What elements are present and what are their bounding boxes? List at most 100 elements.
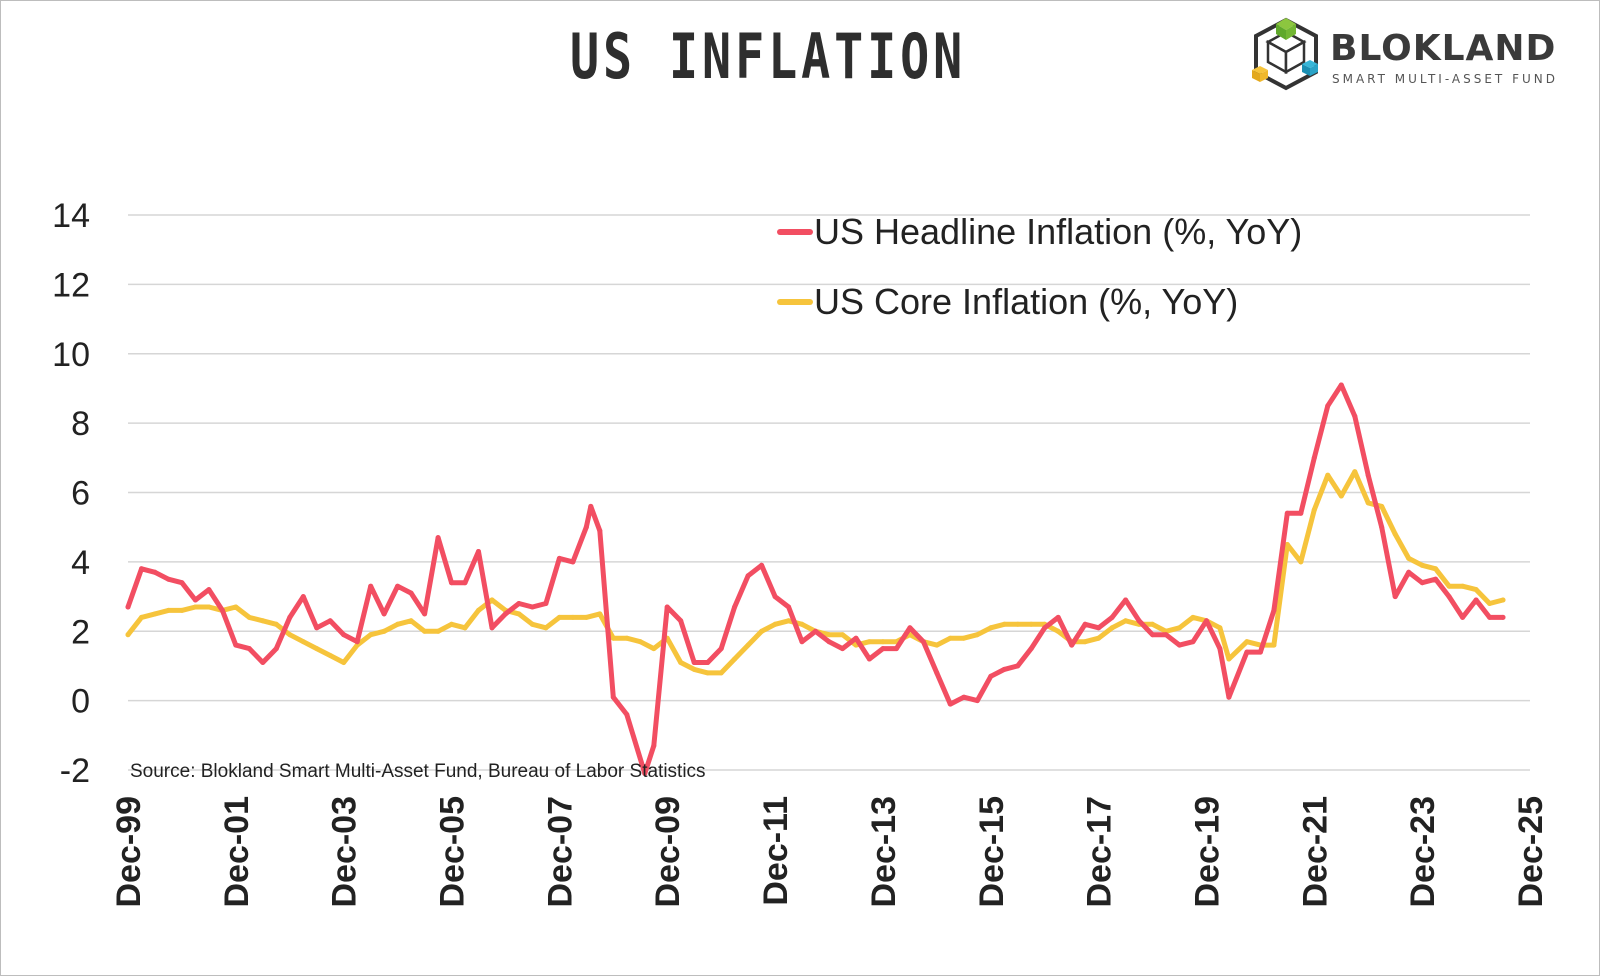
data-point-headline (1406, 569, 1412, 575)
data-point-core (786, 618, 792, 624)
data-point-headline (893, 646, 899, 652)
data-point-core (1352, 469, 1358, 475)
y-tick-label: 12 (52, 266, 90, 304)
data-point-core (880, 639, 886, 645)
data-point-headline (139, 566, 144, 572)
data-point-headline (246, 646, 252, 652)
series-core (125, 469, 1506, 676)
data-point-core (1365, 500, 1371, 506)
data-point-headline (233, 642, 239, 648)
y-tick-label: 0 (71, 683, 90, 721)
data-point-core (1096, 635, 1102, 641)
x-tick-label: Dec-23 (1404, 796, 1442, 908)
data-point-headline (583, 524, 589, 530)
data-point-headline (408, 590, 414, 596)
data-point-headline (1190, 639, 1196, 645)
y-tick-label: 6 (71, 475, 90, 513)
data-point-core (1325, 472, 1331, 478)
cube-logo-icon (1252, 17, 1318, 91)
data-point-headline (642, 771, 648, 776)
data-point-headline (1001, 666, 1007, 672)
data-point-headline (1226, 694, 1232, 700)
data-point-core (543, 625, 549, 631)
data-point-headline (934, 670, 940, 676)
y-tick-label: 10 (52, 336, 90, 374)
data-point-core (1015, 621, 1021, 627)
data-point-core (934, 642, 940, 648)
data-point-headline (1028, 646, 1034, 652)
data-point-headline (1204, 618, 1209, 624)
data-point-headline (1244, 649, 1250, 655)
x-tick-label: Dec-17 (1081, 796, 1119, 908)
data-point-headline (314, 625, 320, 631)
data-point-headline (1123, 597, 1129, 603)
data-point-core (637, 639, 643, 645)
data-point-core (705, 670, 711, 676)
x-tick-label: Dec-99 (110, 796, 148, 908)
data-point-headline (988, 673, 994, 679)
data-point-core (651, 646, 657, 652)
data-point-headline (1298, 510, 1304, 516)
data-point-core (1460, 583, 1466, 589)
x-tick-label: Dec-07 (541, 796, 579, 908)
data-point-core (327, 653, 333, 658)
data-point-headline (840, 646, 845, 652)
x-tick-label: Dec-03 (326, 796, 364, 908)
data-point-core (192, 604, 198, 610)
data-point-headline (543, 601, 549, 606)
data-point-headline (799, 639, 805, 645)
data-point-core (1177, 625, 1182, 631)
data-point-core (139, 614, 144, 620)
data-point-headline (165, 576, 171, 582)
data-point-core (152, 611, 158, 617)
data-point-headline (610, 694, 616, 700)
data-point-core (422, 628, 428, 634)
data-point-headline (219, 607, 225, 613)
data-point-core (1284, 542, 1290, 547)
data-point-headline (152, 569, 158, 575)
data-point-core (368, 632, 374, 638)
data-point-headline (354, 639, 360, 645)
data-point-core (233, 604, 239, 610)
data-point-core (1446, 583, 1452, 589)
y-tick-label: 8 (71, 405, 90, 443)
data-point-core (961, 635, 967, 641)
data-point-headline (1487, 614, 1493, 620)
data-point-core (449, 621, 454, 627)
data-point-headline (529, 604, 535, 610)
data-point-headline (1217, 646, 1223, 652)
data-point-headline (1015, 663, 1021, 669)
data-point-headline (1055, 614, 1061, 620)
data-point-headline (125, 604, 131, 610)
data-point-core (1190, 614, 1196, 620)
data-point-headline (732, 604, 738, 610)
data-point-headline (1433, 576, 1439, 582)
data-point-core (1473, 587, 1479, 593)
data-point-headline (341, 632, 347, 638)
data-point-core (947, 635, 953, 641)
data-point-core (1150, 621, 1155, 627)
data-point-headline (1352, 413, 1358, 419)
data-point-core (395, 621, 401, 627)
data-point-headline (476, 549, 481, 554)
data-point-headline (1460, 614, 1466, 620)
data-point-headline (1177, 642, 1182, 648)
data-point-headline (1109, 614, 1115, 620)
data-point-core (1001, 621, 1007, 627)
data-point-core (246, 614, 252, 620)
data-point-core (799, 621, 805, 627)
data-point-core (1338, 493, 1344, 499)
data-point-core (462, 625, 468, 631)
data-point-headline (597, 528, 603, 534)
data-point-core (691, 666, 697, 672)
data-point-core (1500, 597, 1506, 603)
data-point-core (772, 621, 778, 627)
x-tick-label: Dec-21 (1296, 796, 1334, 908)
x-tick-label: Dec-11 (757, 796, 795, 906)
data-point-core (1392, 531, 1398, 537)
data-point-headline (503, 611, 508, 617)
y-axis-ticks: -2 0 2 4 6 8 10 12 14 (52, 197, 90, 790)
legend-label-core: US Core Inflation (%, YoY) (814, 281, 1238, 322)
data-point-core (341, 660, 347, 665)
